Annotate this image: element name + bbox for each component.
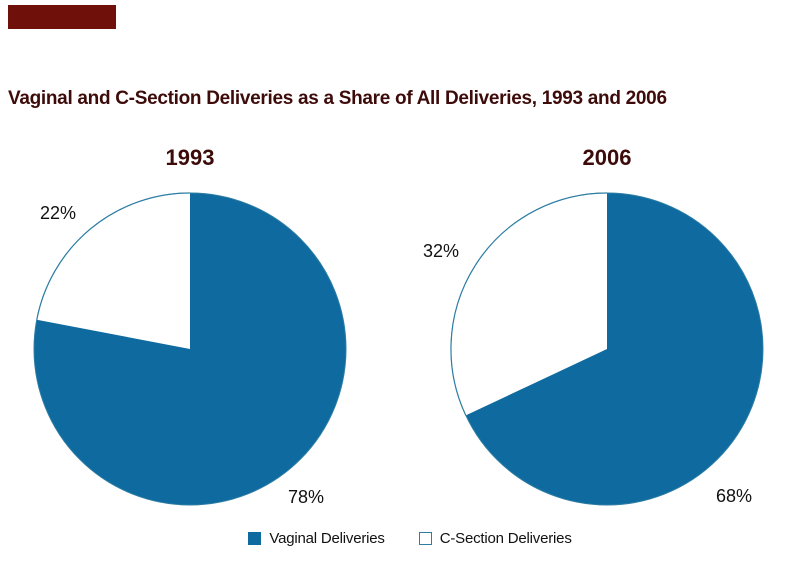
vaginal-swatch-icon <box>248 532 262 545</box>
label-2006-csection-pct: 32% <box>422 241 460 261</box>
label-1993-vaginal-pct: 78% <box>287 487 325 507</box>
pie-2006-csection-arc-outline <box>450 192 608 416</box>
pie-chart-2006 <box>450 192 764 506</box>
legend-label-vaginal: Vaginal Deliveries <box>269 530 385 547</box>
legend-label-csection: C-Section Deliveries <box>439 530 572 547</box>
pie-2006-csection-slice <box>450 193 607 416</box>
pie-chart-1993 <box>33 192 347 506</box>
pie-heading-2006: 2006 <box>582 145 632 170</box>
label-1993-csection-pct: 22% <box>39 203 77 223</box>
header-red-bar <box>8 5 116 29</box>
pie-heading-1993: 1993 <box>165 145 215 170</box>
legend-item-csection: C-Section Deliveries <box>418 530 572 547</box>
csection-swatch-icon <box>418 532 432 545</box>
pie-1993-csection-slice <box>36 193 190 349</box>
chart-title: Vaginal and C-Section Deliveries as a Sh… <box>8 88 667 109</box>
pie-1993-csection-arc-outline <box>36 192 191 320</box>
legend-item-vaginal: Vaginal Deliveries <box>248 530 385 547</box>
legend: Vaginal Deliveries C-Section Deliveries <box>10 530 800 547</box>
label-2006-vaginal-pct: 68% <box>715 486 753 506</box>
